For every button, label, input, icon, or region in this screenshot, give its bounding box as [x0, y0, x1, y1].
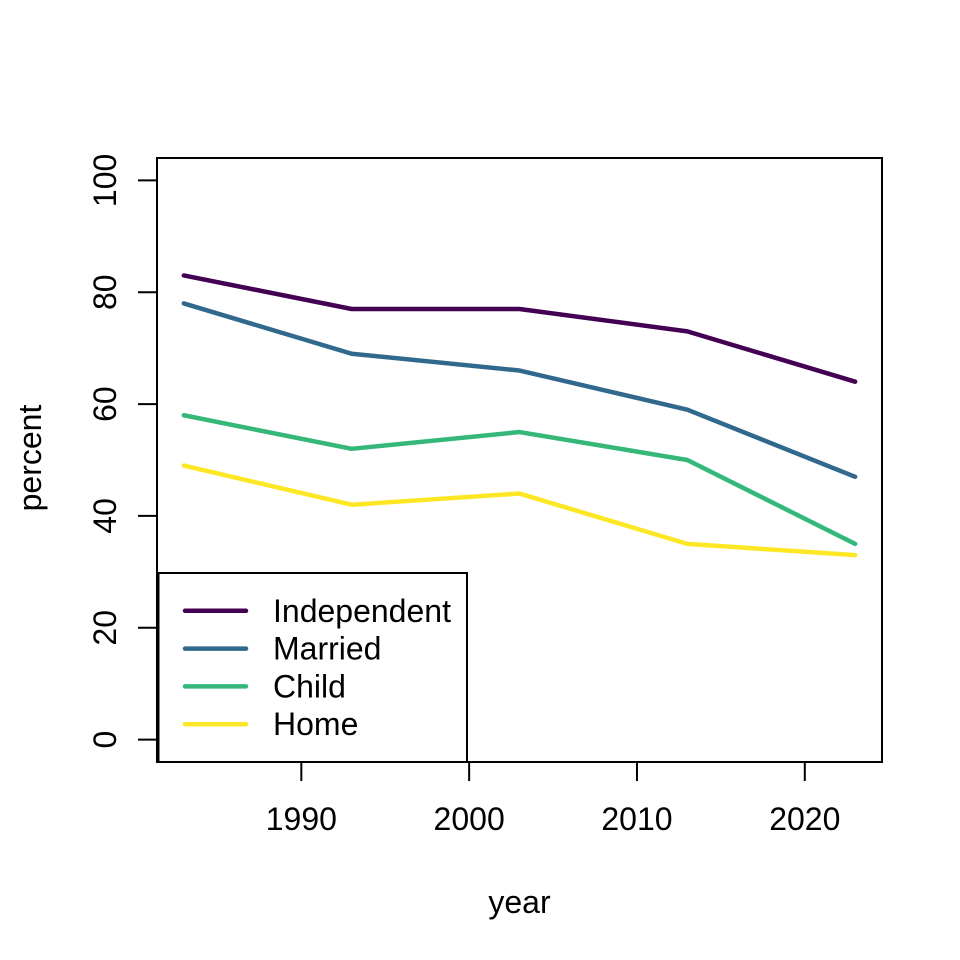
- y-axis: 0 20 40 60 80 100: [87, 154, 157, 749]
- y-axis-tick-label: 100: [87, 154, 123, 207]
- x-axis-tick-label: 1990: [266, 801, 337, 837]
- series-line-married: [181, 301, 858, 480]
- plot-box: [156, 157, 883, 763]
- y-axis-tick-label: 0: [87, 731, 123, 749]
- x-axis-tick-label: 2020: [769, 801, 840, 837]
- series-group: [181, 273, 858, 558]
- series-line-independent: [181, 273, 858, 384]
- legend-label-child: Child: [273, 668, 346, 704]
- series-line-home: [181, 463, 858, 558]
- y-axis-tick-label: 20: [87, 610, 123, 646]
- legend-box: [157, 572, 468, 763]
- y-axis-tick-label: 80: [87, 274, 123, 310]
- legend-label-independent: Independent: [273, 593, 451, 629]
- x-axis-tick-label: 2000: [434, 801, 505, 837]
- x-axis-title: year: [488, 884, 551, 920]
- legend-label-home: Home: [273, 706, 358, 742]
- y-axis-tick-label: 60: [87, 386, 123, 422]
- x-axis: 1990 2000 2010 2020: [266, 762, 840, 837]
- series-line-child: [181, 413, 858, 547]
- x-axis-tick-label: 2010: [601, 801, 672, 837]
- y-axis-title: percent: [12, 404, 48, 512]
- legend-label-married: Married: [273, 631, 381, 667]
- y-axis-tick-label: 40: [87, 498, 123, 534]
